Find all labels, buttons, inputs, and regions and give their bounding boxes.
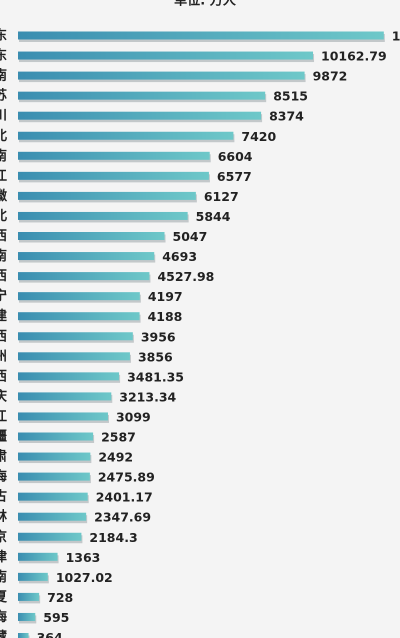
category-label: 福建 [0,308,7,324]
bar [18,131,234,140]
value-label: 8515 [273,89,308,104]
value-label: 3856 [138,349,173,364]
category-label: 山东 [0,48,7,64]
bar [18,512,87,521]
bar [18,633,29,638]
value-label: 7420 [241,129,276,144]
category-label: 江西 [0,268,7,284]
value-label: 6127 [204,189,239,204]
bar [18,111,262,120]
bar [18,272,150,281]
value-label: 12601.25 [392,29,400,44]
value-label: 595 [43,610,69,625]
bar [18,232,165,240]
value-label: 9872 [313,69,348,84]
bar [18,432,94,441]
value-label: 364 [37,630,63,638]
bar [18,412,108,421]
category-label: 青海 [0,609,7,625]
bar [18,71,305,80]
category-label: 贵州 [0,348,7,364]
bar [18,91,266,100]
value-label: 4693 [162,249,197,264]
category-label: 安徽 [0,188,8,204]
bar [18,312,140,321]
category-label: 四川 [0,109,7,124]
category-label: 浙江 [0,168,7,184]
bar [18,392,112,401]
bar [18,472,90,481]
category-label: 宁夏 [0,589,8,605]
value-label: 3956 [141,329,176,344]
category-label: 广西 [0,228,7,244]
category-label: 吉林 [0,509,7,525]
bar [18,492,88,501]
value-label: 3213.34 [119,389,176,404]
bar [18,452,91,461]
value-label: 2347.69 [94,510,151,525]
value-label: 3481.35 [127,369,184,384]
category-label: 西藏 [0,629,7,638]
value-label: 3099 [116,409,151,424]
bar [18,612,36,621]
bar [18,51,314,60]
category-label: 辽宁 [0,288,7,304]
bar [18,211,188,220]
value-label: 1027.02 [56,570,113,585]
value-label: 2475.89 [98,470,155,485]
bar [18,332,133,341]
value-label: 6604 [218,149,253,164]
category-label: 山西 [0,368,7,384]
value-label: 4197 [148,289,183,304]
value-label: 2587 [101,430,136,445]
bar [18,252,155,261]
category-label: 河南 [0,68,7,84]
value-label: 4527.98 [157,269,214,284]
value-label: 6577 [217,169,252,184]
category-label: 新疆 [0,429,7,445]
category-label: 湖北 [0,209,7,224]
category-label: 河北 [0,128,7,144]
category-label: 内蒙古 [0,489,7,505]
bar [18,151,210,160]
value-label: 1363 [66,550,101,565]
category-label: 广东 [0,28,7,44]
value-label: 8374 [269,109,304,124]
value-label: 2184.3 [89,530,137,545]
value-label: 2492 [98,450,133,465]
value-label: 728 [47,590,73,605]
value-label: 2401.17 [96,490,153,505]
bar [18,191,196,200]
bar [18,171,209,180]
bar [18,31,384,40]
bar [18,292,140,301]
bar [18,372,120,381]
bar [18,532,82,541]
category-label: 云南 [0,248,7,264]
category-label: 甘肃 [0,449,7,465]
value-label: 5047 [173,229,208,244]
chart-title: 单位: 万人 [174,0,237,9]
category-label: 江苏 [0,88,7,104]
category-label: 天津 [0,549,7,565]
category-label: 上海 [0,469,7,485]
category-label: 海南 [0,569,7,585]
value-label: 4188 [148,309,183,324]
category-label: 陕西 [0,328,7,344]
value-label: 5844 [196,209,231,224]
bar [18,572,48,581]
value-label: 10162.79 [321,49,387,64]
bar [18,552,58,561]
bar [18,592,40,601]
category-label: 北京 [0,529,7,545]
category-label: 黑龙江 [0,408,7,424]
category-label: 重庆 [0,388,7,404]
bar [18,352,130,361]
category-label: 湖南 [0,148,7,164]
